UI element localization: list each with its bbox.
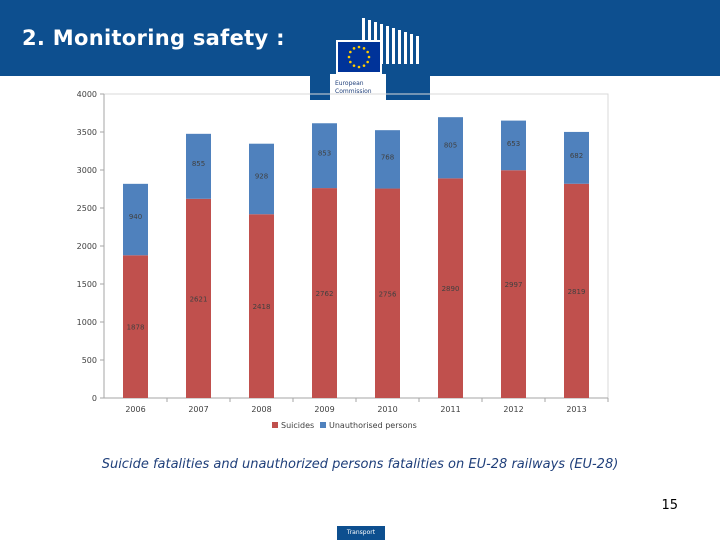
data-label: 682 <box>570 152 583 160</box>
x-tick-label: 2008 <box>251 405 271 414</box>
page-title: 2. Monitoring safety : <box>22 26 285 50</box>
flag-star <box>366 60 369 64</box>
x-tick-label: 2011 <box>440 405 460 414</box>
chart-caption: Suicide fatalities and unauthorized pers… <box>101 457 619 472</box>
bar-unauthorised <box>564 131 589 184</box>
data-label: 1878 <box>127 324 145 332</box>
data-label: 940 <box>129 213 142 221</box>
y-tick-label: 4000 <box>77 90 97 99</box>
y-tick-label: 500 <box>82 356 97 365</box>
data-label: 2418 <box>253 303 271 311</box>
flag-star <box>347 55 351 59</box>
page-number: 15 <box>661 498 678 513</box>
y-tick-label: 2500 <box>77 204 97 213</box>
bar-suicides <box>123 255 148 398</box>
logo-text-commission: Commission <box>335 88 372 95</box>
bar-unauthorised <box>375 130 400 189</box>
x-tick-label: 2013 <box>566 405 586 414</box>
data-label: 768 <box>381 153 394 161</box>
legend-label: Unauthorised persons <box>329 421 417 430</box>
bar-unauthorised <box>249 143 274 215</box>
data-label: 928 <box>255 172 268 180</box>
bar-suicides <box>249 214 274 398</box>
plot-area <box>103 93 609 399</box>
bar-unauthorised <box>186 133 211 199</box>
data-label: 805 <box>444 142 457 150</box>
x-tick-label: 2009 <box>314 405 334 414</box>
bar-suicides <box>501 170 526 398</box>
data-label: 2621 <box>190 295 208 303</box>
bar-suicides <box>438 178 463 398</box>
x-tick-label: 2012 <box>503 405 523 414</box>
x-tick-label: 2007 <box>188 405 208 414</box>
data-label: 853 <box>318 149 331 157</box>
data-label: 855 <box>192 160 205 168</box>
bar-suicides <box>375 188 400 398</box>
legend-swatch <box>320 422 326 428</box>
footer-transport-tag: Transport <box>337 526 385 540</box>
legend-label: Suicides <box>281 421 314 430</box>
data-label: 2997 <box>505 281 523 289</box>
bar-unauthorised <box>438 117 463 179</box>
flag-star <box>349 50 352 54</box>
flag-star <box>357 65 361 69</box>
flag-star <box>366 50 369 54</box>
flag-star <box>352 64 356 67</box>
y-tick-label: 1000 <box>77 318 97 327</box>
bar-suicides <box>312 188 337 398</box>
legend-swatch <box>272 422 278 428</box>
y-tick-label: 3000 <box>77 166 97 175</box>
logo-text-european: European <box>335 80 364 87</box>
flag-star <box>367 55 371 59</box>
y-tick-label: 3500 <box>77 128 97 137</box>
y-tick-label: 1500 <box>77 280 97 289</box>
bar-unauthorised <box>501 120 526 171</box>
data-label: 2756 <box>379 290 397 298</box>
bar-unauthorised <box>312 123 337 189</box>
bar-suicides <box>186 198 211 398</box>
flag-star <box>362 47 366 50</box>
x-tick-label: 2006 <box>125 405 145 414</box>
flag-star <box>362 64 366 67</box>
x-tick-label: 2010 <box>377 405 397 414</box>
y-tick-label: 2000 <box>77 242 97 251</box>
data-label: 2890 <box>442 285 460 293</box>
european-commission-logo: European Commission <box>310 16 430 100</box>
flag-star <box>349 60 352 64</box>
data-label: 2762 <box>316 290 334 298</box>
y-tick-label: 0 <box>92 394 97 403</box>
flag-star <box>357 45 361 49</box>
flag-star <box>352 47 356 50</box>
bar-unauthorised <box>123 183 148 256</box>
data-label: 653 <box>507 140 520 148</box>
stacked-bar-chart: 0 500 1000 1500 2000 2500 3000 3500 4000 1878 940 2… <box>77 90 609 430</box>
data-label: 2819 <box>568 288 586 296</box>
bar-suicides <box>564 183 589 398</box>
